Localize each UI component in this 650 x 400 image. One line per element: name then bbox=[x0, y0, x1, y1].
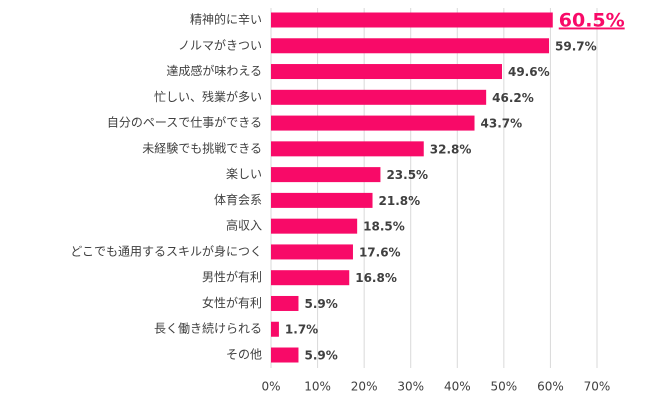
category-label: 男性が有利 bbox=[202, 269, 262, 284]
value-label: 23.5% bbox=[386, 168, 428, 182]
bar bbox=[271, 141, 424, 157]
bar bbox=[271, 115, 475, 131]
bar bbox=[271, 218, 358, 234]
category-label: ノルマがきつい bbox=[178, 37, 262, 52]
x-tick-label: 70% bbox=[584, 380, 611, 394]
value-label: 17.6% bbox=[359, 245, 401, 259]
x-tick-label: 50% bbox=[491, 380, 518, 394]
value-label: 1.7% bbox=[285, 323, 318, 337]
category-label: 長く働き続けられる bbox=[154, 322, 262, 336]
bar bbox=[271, 270, 350, 286]
category-label: どこでも通用するスキルが身につく bbox=[70, 243, 262, 258]
bar bbox=[271, 295, 299, 311]
category-label: 女性が有利 bbox=[202, 295, 262, 310]
bar bbox=[271, 64, 502, 80]
category-label: 達成感が味わえる bbox=[166, 63, 262, 78]
category-label: 自分のペースで仕事ができる bbox=[107, 115, 262, 130]
bar bbox=[271, 321, 279, 337]
value-label: 18.5% bbox=[363, 220, 405, 234]
bar bbox=[271, 192, 373, 208]
bar bbox=[271, 38, 550, 54]
value-label: 32.8% bbox=[430, 142, 472, 156]
category-label: 忙しい、残業が多い bbox=[154, 89, 262, 104]
category-label: 体育会系 bbox=[214, 192, 262, 207]
value-label: 49.6% bbox=[508, 65, 550, 79]
category-label: 楽しい bbox=[226, 167, 262, 181]
bar bbox=[271, 347, 299, 363]
category-label: 未経験でも挑戦できる bbox=[142, 140, 262, 155]
category-label: その他 bbox=[226, 348, 262, 362]
value-label: 46.2% bbox=[492, 91, 534, 105]
bar bbox=[271, 244, 353, 260]
x-tick-label: 0% bbox=[261, 380, 280, 394]
value-label: 5.9% bbox=[304, 349, 337, 363]
category-label: 高収入 bbox=[226, 218, 262, 233]
bar bbox=[271, 12, 553, 28]
value-label: 21.8% bbox=[379, 194, 421, 208]
x-tick-label: 20% bbox=[351, 380, 378, 394]
value-label: 43.7% bbox=[481, 117, 523, 131]
x-tick-label: 40% bbox=[444, 380, 471, 394]
x-tick-label: 60% bbox=[537, 380, 564, 394]
value-label: 16.8% bbox=[355, 271, 397, 285]
value-label: 59.7% bbox=[555, 39, 597, 53]
value-label: 5.9% bbox=[304, 297, 337, 311]
category-label: 精神的に辛い bbox=[190, 12, 262, 27]
bar bbox=[271, 89, 487, 105]
x-tick-label: 30% bbox=[397, 380, 424, 394]
x-tick-label: 10% bbox=[304, 380, 331, 394]
value-label: 60.5% bbox=[559, 10, 625, 32]
bar bbox=[271, 167, 381, 183]
